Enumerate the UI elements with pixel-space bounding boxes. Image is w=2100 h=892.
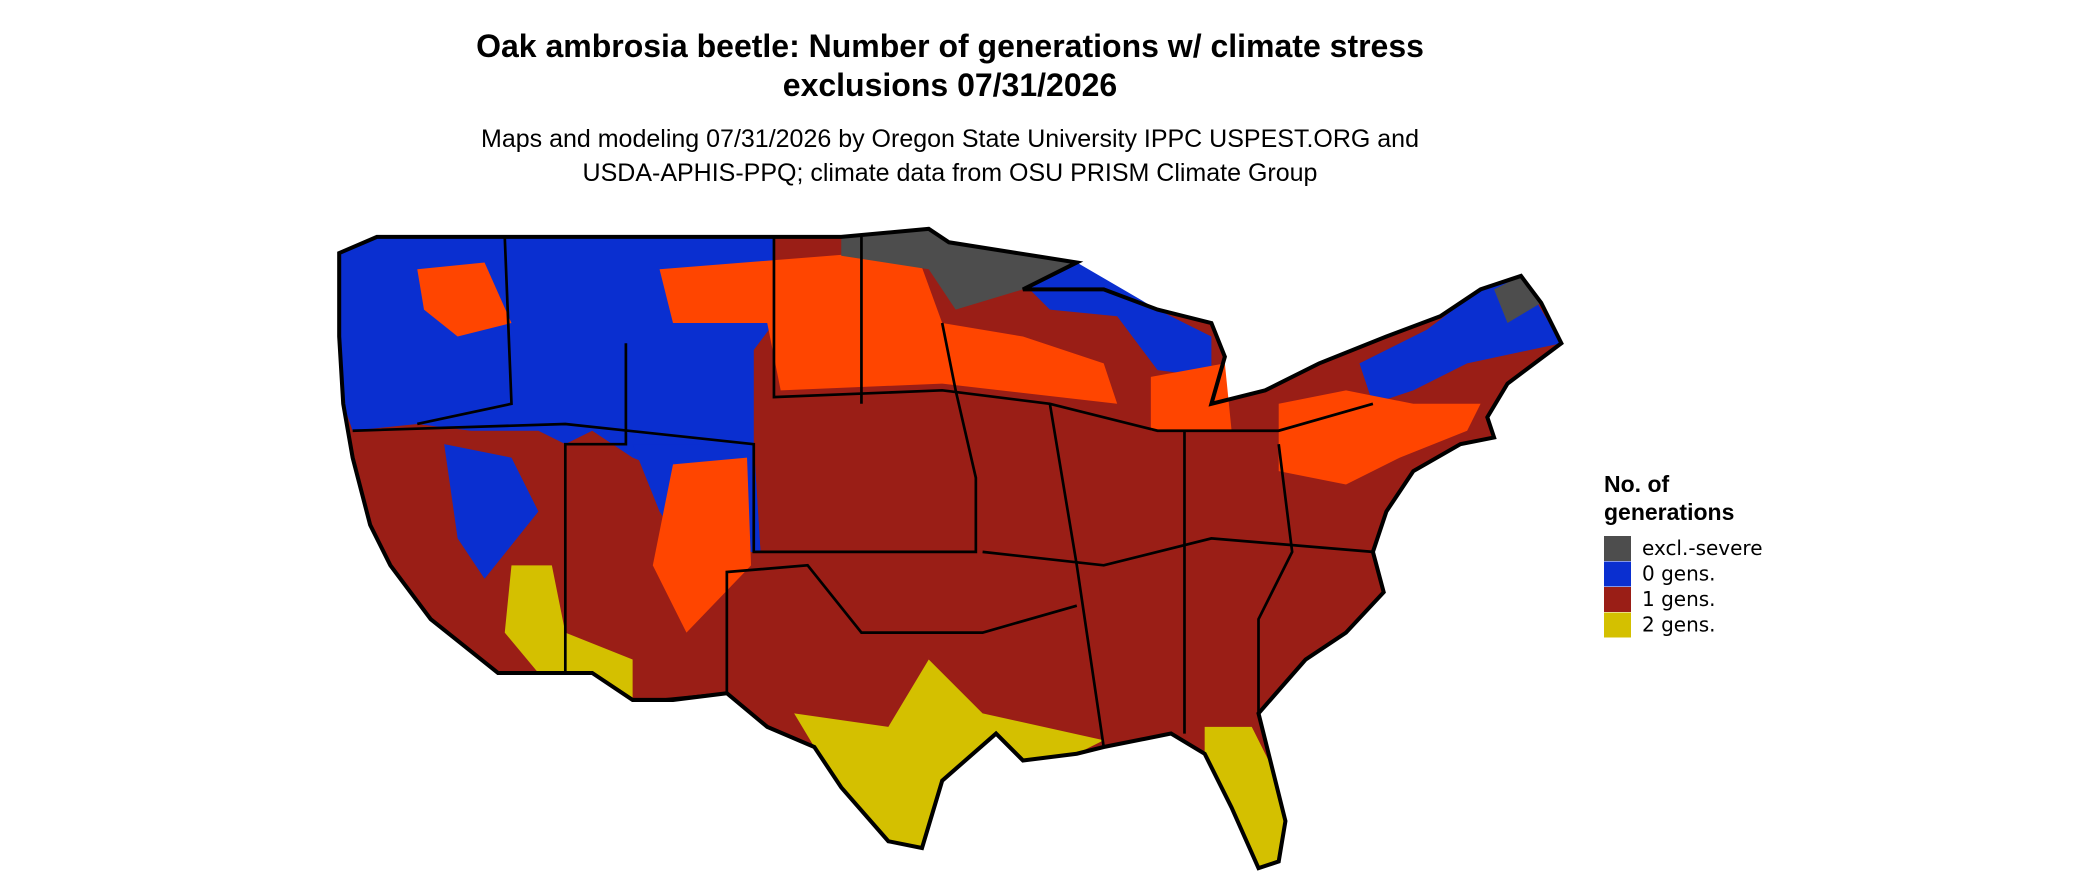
- legend-swatch: [1604, 587, 1631, 612]
- legend-swatch: [1604, 612, 1631, 638]
- region-2-gen: [504, 565, 633, 700]
- legend-title: generations: [1604, 499, 1734, 525]
- region-excluded: [841, 228, 1077, 310]
- legend-label: 1 gens.: [1642, 587, 1716, 611]
- legend-label: 0 gens.: [1642, 562, 1716, 586]
- title: exclusions 07/31/2026: [783, 67, 1117, 103]
- legend-label: 2 gens.: [1642, 613, 1716, 637]
- legend-swatch: [1604, 561, 1631, 587]
- title: Oak ambrosia beetle: Number of generatio…: [476, 28, 1424, 64]
- subtitle: USDA-APHIS-PPQ; climate data from OSU PR…: [583, 159, 1318, 187]
- us-outline: [337, 226, 1564, 871]
- subtitle: Maps and modeling 07/31/2026 by Oregon S…: [481, 125, 1419, 153]
- legend-title: No. of: [1604, 471, 1669, 497]
- us-map: [337, 226, 1564, 871]
- region-2-gen: [1204, 726, 1286, 869]
- region-0-gen: [444, 444, 539, 579]
- region-2-gen: [794, 659, 1104, 848]
- legend-label: excl.-severe: [1642, 536, 1763, 560]
- legend-swatch: [1604, 536, 1631, 561]
